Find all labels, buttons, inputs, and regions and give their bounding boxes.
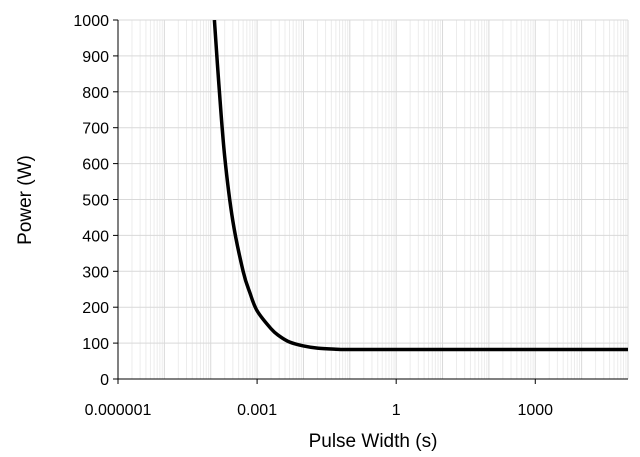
y-tick-label: 100: [82, 336, 109, 353]
y-tick-label: 200: [82, 300, 109, 317]
y-tick-labels: 0 100 200 300 400 500 600 700 800 900 1000: [73, 13, 118, 389]
x-tick-label: 1000: [517, 402, 553, 419]
y-tick-label: 700: [82, 121, 109, 138]
y-tick-label: 500: [82, 193, 109, 210]
y-tick-label: 800: [82, 85, 109, 102]
y-tick-label: 0: [100, 372, 109, 389]
series-layer: [212, 20, 628, 352]
x-tick-label: 0.000001: [85, 402, 152, 419]
x-axis-title: Pulse Width (s): [309, 431, 438, 452]
x-tick-labels: 0.000001 0.001 1 1000: [85, 379, 553, 419]
y-axis-title: Power (W): [15, 155, 36, 245]
x-tick-label: 0.001: [237, 402, 277, 419]
y-tick-label: 1000: [73, 13, 109, 30]
series-line-0: [212, 20, 628, 352]
y-tick-label: 900: [82, 49, 109, 66]
y-tick-label: 400: [82, 228, 109, 245]
major-gridlines: [117, 19, 629, 380]
x-tick-label: 1: [392, 402, 401, 419]
y-tick-label: 300: [82, 264, 109, 281]
y-tick-label: 600: [82, 157, 109, 174]
